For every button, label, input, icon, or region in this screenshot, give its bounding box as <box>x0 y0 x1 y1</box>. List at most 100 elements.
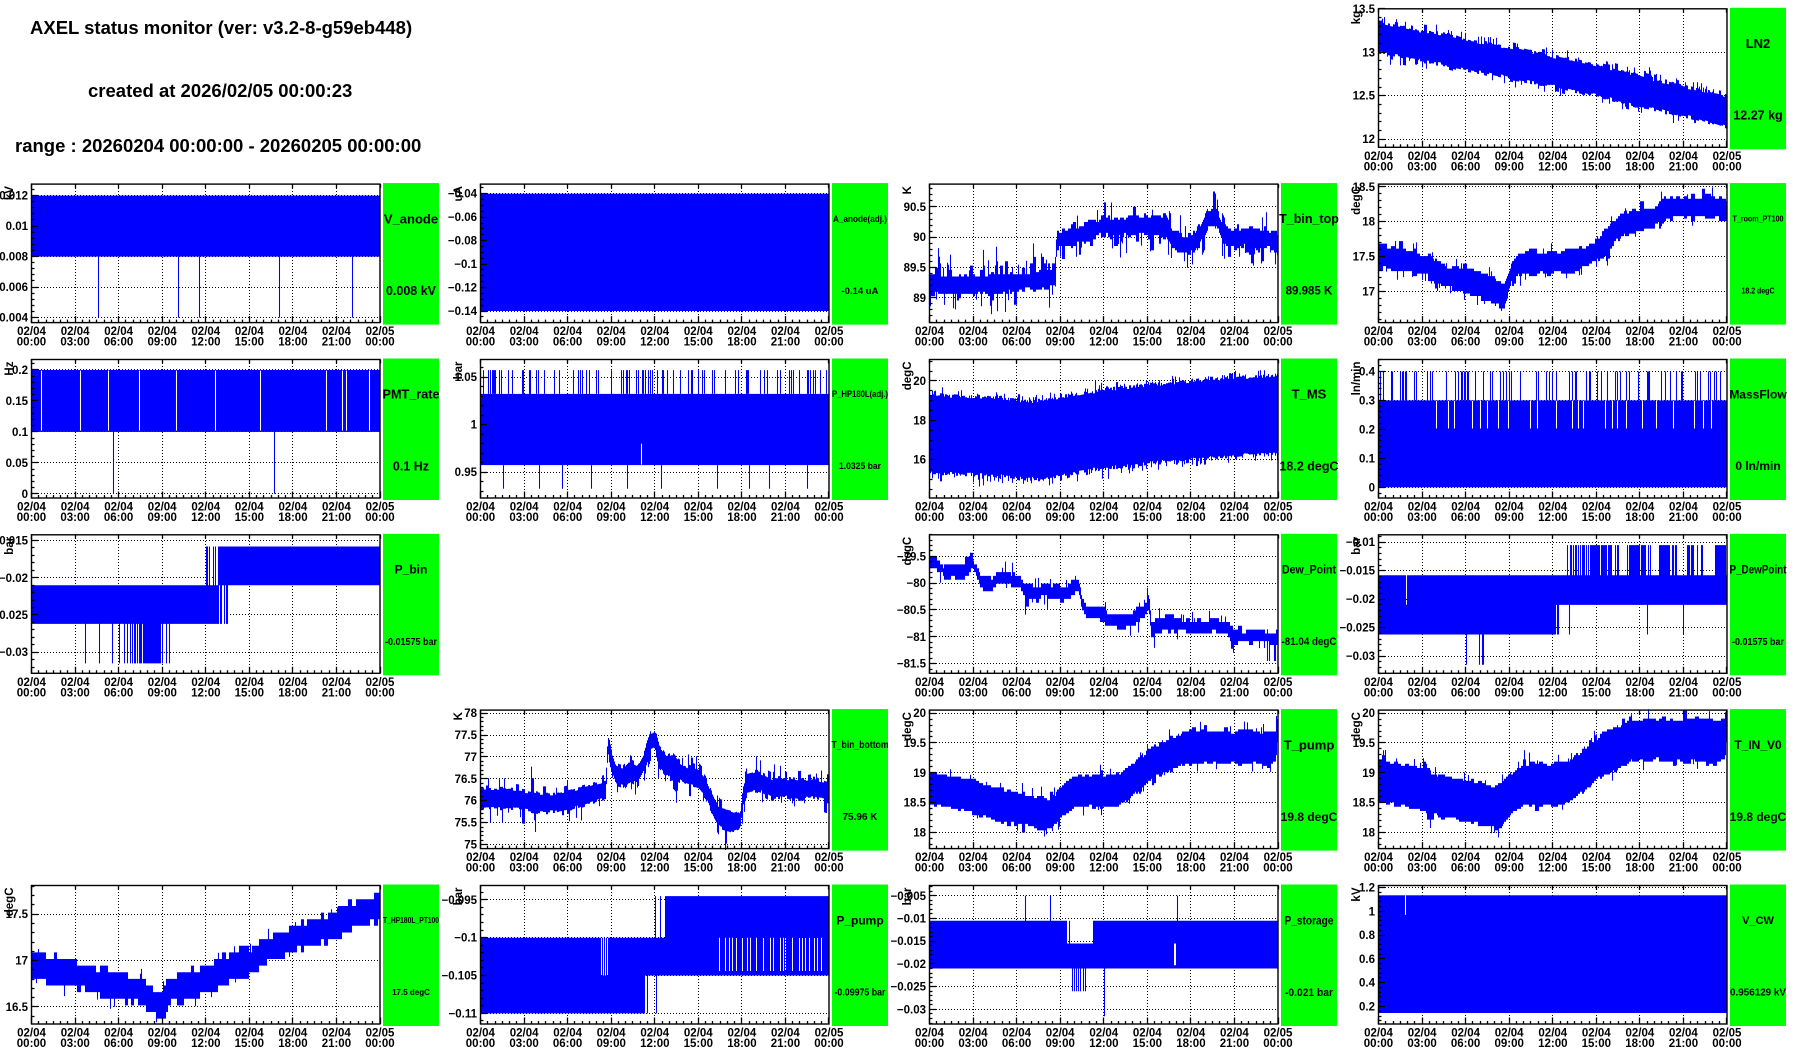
svg-text:18:00: 18:00 <box>278 512 307 524</box>
svg-text:00:00: 00:00 <box>17 512 46 524</box>
svg-text:T_bin_bottom: T_bin_bottom <box>832 740 889 751</box>
svg-text:−81.5: −81.5 <box>897 659 927 671</box>
svg-text:−80: −80 <box>906 578 926 590</box>
svg-text:−0.02: −0.02 <box>1346 594 1375 606</box>
svg-text:02/04: 02/04 <box>1626 502 1655 514</box>
svg-text:0.006: 0.006 <box>0 282 28 294</box>
svg-text:V_anode: V_anode <box>384 211 438 226</box>
svg-text:degC: degC <box>1351 186 1363 215</box>
svg-text:12.5: 12.5 <box>1353 91 1376 103</box>
svg-text:0.012: 0.012 <box>0 191 28 203</box>
svg-text:02/04: 02/04 <box>1364 326 1393 338</box>
svg-text:09:00: 09:00 <box>1045 337 1074 349</box>
svg-text:18:00: 18:00 <box>727 512 756 524</box>
svg-text:02/04: 02/04 <box>1177 852 1206 864</box>
svg-text:02/04: 02/04 <box>1046 852 1075 864</box>
svg-text:00:00: 00:00 <box>814 337 843 349</box>
svg-text:P_pump: P_pump <box>836 913 883 927</box>
svg-text:21:00: 21:00 <box>1220 1038 1249 1050</box>
svg-text:02/04: 02/04 <box>959 1028 988 1040</box>
svg-text:15:00: 15:00 <box>1582 161 1611 173</box>
svg-text:02/04: 02/04 <box>1626 1028 1655 1040</box>
svg-text:02/04: 02/04 <box>915 326 944 338</box>
svg-text:0.2: 0.2 <box>1359 424 1375 436</box>
svg-text:12:00: 12:00 <box>1089 337 1118 349</box>
svg-text:21:00: 21:00 <box>1669 161 1698 173</box>
svg-text:03:00: 03:00 <box>60 512 89 524</box>
svg-text:0.3: 0.3 <box>1359 395 1375 407</box>
svg-text:T_room_PT100: T_room_PT100 <box>1733 214 1784 224</box>
svg-text:1.2: 1.2 <box>1359 883 1375 895</box>
svg-text:03:00: 03:00 <box>1407 337 1436 349</box>
svg-text:02/04: 02/04 <box>1669 1028 1698 1040</box>
svg-text:P_bin: P_bin <box>395 563 428 577</box>
svg-text:00:00: 00:00 <box>1712 512 1741 524</box>
svg-text:02/04: 02/04 <box>1089 1028 1118 1040</box>
svg-text:00:00: 00:00 <box>1712 687 1741 699</box>
svg-text:02/04: 02/04 <box>61 1028 90 1040</box>
svg-text:bar: bar <box>902 887 914 905</box>
svg-text:09:00: 09:00 <box>1494 161 1523 173</box>
svg-text:02/04: 02/04 <box>1495 852 1524 864</box>
svg-text:03:00: 03:00 <box>958 512 987 524</box>
svg-text:02/04: 02/04 <box>17 502 46 514</box>
svg-text:15:00: 15:00 <box>235 337 264 349</box>
svg-text:00:00: 00:00 <box>915 512 944 524</box>
svg-text:02/04: 02/04 <box>1177 677 1206 689</box>
svg-text:-0.14 uA: -0.14 uA <box>842 286 879 297</box>
svg-text:02/04: 02/04 <box>553 852 582 864</box>
svg-text:02/04: 02/04 <box>1626 852 1655 864</box>
svg-text:00:00: 00:00 <box>365 687 394 699</box>
svg-text:02/04: 02/04 <box>1046 502 1075 514</box>
svg-text:02/04: 02/04 <box>1451 677 1480 689</box>
svg-text:02/04: 02/04 <box>1046 677 1075 689</box>
svg-text:02/04: 02/04 <box>728 1028 757 1040</box>
svg-text:T_MS: T_MS <box>1292 387 1327 402</box>
svg-text:02/04: 02/04 <box>1408 326 1437 338</box>
svg-text:78: 78 <box>464 708 477 720</box>
svg-text:02/04: 02/04 <box>322 677 351 689</box>
svg-text:89.5: 89.5 <box>904 263 927 275</box>
svg-text:02/04: 02/04 <box>597 1028 626 1040</box>
svg-text:02/05: 02/05 <box>1713 677 1742 689</box>
svg-text:02/04: 02/04 <box>1626 677 1655 689</box>
svg-text:18:00: 18:00 <box>278 337 307 349</box>
svg-text:06:00: 06:00 <box>104 337 133 349</box>
svg-text:00:00: 00:00 <box>17 337 46 349</box>
svg-text:18.2 degC: 18.2 degC <box>1742 286 1775 295</box>
svg-text:02/04: 02/04 <box>1002 326 1031 338</box>
svg-text:02/04: 02/04 <box>1451 326 1480 338</box>
svg-text:0.1: 0.1 <box>1359 453 1376 465</box>
svg-text:21:00: 21:00 <box>322 512 351 524</box>
svg-text:15:00: 15:00 <box>1133 1038 1162 1050</box>
svg-text:1.0325 bar: 1.0325 bar <box>839 461 881 471</box>
svg-text:00:00: 00:00 <box>1364 512 1393 524</box>
svg-text:02/04: 02/04 <box>17 1028 46 1040</box>
svg-text:00:00: 00:00 <box>814 863 843 875</box>
svg-text:09:00: 09:00 <box>1045 512 1074 524</box>
svg-text:02/04: 02/04 <box>279 502 308 514</box>
svg-text:21:00: 21:00 <box>771 1038 800 1050</box>
svg-text:00:00: 00:00 <box>466 512 495 524</box>
svg-text:00:00: 00:00 <box>466 1038 495 1050</box>
svg-text:02/04: 02/04 <box>235 1028 264 1040</box>
svg-text:degC: degC <box>4 888 16 917</box>
svg-text:12:00: 12:00 <box>1538 161 1567 173</box>
svg-text:02/04: 02/04 <box>1002 502 1031 514</box>
svg-text:19.5: 19.5 <box>1353 738 1376 750</box>
svg-text:18:00: 18:00 <box>1625 687 1654 699</box>
svg-text:16.5: 16.5 <box>6 1002 29 1014</box>
svg-text:21:00: 21:00 <box>1669 337 1698 349</box>
svg-text:15:00: 15:00 <box>1133 337 1162 349</box>
svg-text:02/04: 02/04 <box>684 1028 713 1040</box>
svg-text:18:00: 18:00 <box>727 337 756 349</box>
svg-text:15:00: 15:00 <box>235 512 264 524</box>
svg-text:02/04: 02/04 <box>235 326 264 338</box>
svg-text:02/04: 02/04 <box>1582 677 1611 689</box>
svg-text:1: 1 <box>471 420 478 432</box>
svg-text:00:00: 00:00 <box>365 337 394 349</box>
svg-text:02/04: 02/04 <box>322 502 351 514</box>
svg-text:bar: bar <box>453 361 465 379</box>
svg-text:02/04: 02/04 <box>104 1028 133 1040</box>
svg-text:02/04: 02/04 <box>17 677 46 689</box>
